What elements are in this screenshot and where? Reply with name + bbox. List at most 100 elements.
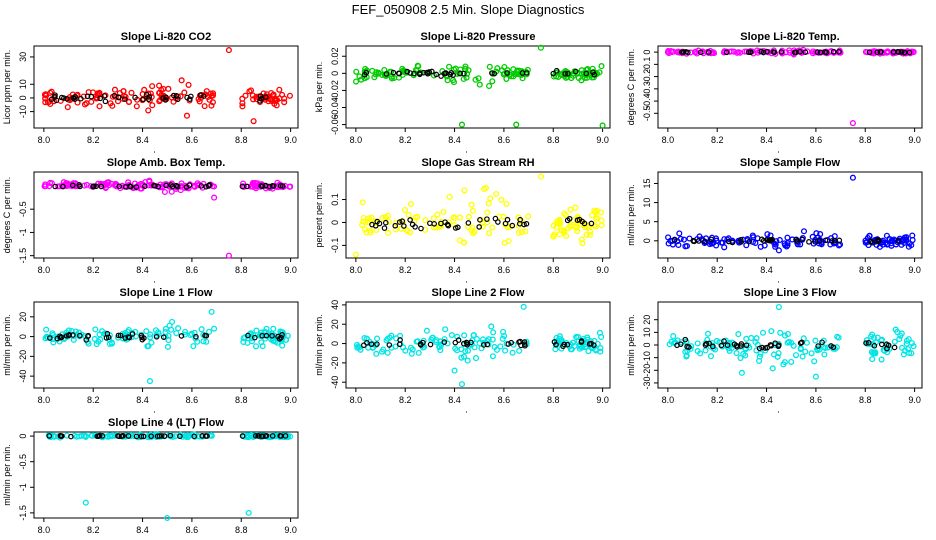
reference-point [734,344,740,350]
data-point [208,102,215,109]
data-point [279,329,286,336]
reference-point [871,342,878,349]
data-point [575,333,582,341]
data-point [190,343,197,350]
outlier-point [513,121,520,128]
reference-point [418,225,424,232]
data-point [442,326,449,333]
data-point [748,334,755,342]
reference-point [97,95,103,102]
data-point [666,341,673,348]
reference-point [184,94,190,101]
reference-point [674,342,680,349]
x-tick-label: 9.0 [284,525,297,535]
reference-point [203,332,210,339]
data-point [582,344,589,351]
reference-point [269,433,276,439]
data-point [145,107,152,114]
data-point [568,74,575,82]
x-tick-label: 8.2 [87,135,100,145]
reference-point [816,237,823,244]
data-point [869,356,876,363]
y-axis-label: ml/min per min. [626,314,636,376]
reference-point [77,332,83,339]
x-tick-label: 8.6 [186,395,199,405]
data-point [780,361,787,368]
reference-point [828,343,834,349]
panel-1: Slope Li-820 CO2 Licor ppm per min. 8.0 8.2… [2,31,299,153]
data-point [369,67,376,74]
data-point [128,334,135,341]
reference-point [464,340,471,346]
data-point [906,240,913,247]
data-point [175,325,182,332]
reference-point [115,433,121,439]
reference-point [143,91,150,98]
reference-point [738,239,744,245]
data-point [909,236,916,244]
y-tick-label: -30 [642,376,652,389]
reference-point [173,182,180,189]
reference-point [523,70,530,76]
data-point [400,67,407,74]
data-point [525,213,532,220]
reference-point [170,92,177,99]
data-point [557,338,564,345]
data-point [262,335,269,342]
reference-point [101,93,108,99]
data-point [185,433,192,440]
reference-point [239,433,246,439]
data-point [148,339,155,346]
data-point [504,67,511,74]
x-tick-label: 8.2 [399,265,412,275]
x-tick-label: 8.2 [711,265,724,275]
panel-title: Slope Amb. Box Temp. [107,157,226,169]
reference-point [133,184,140,190]
reference-point [438,220,444,227]
reference-point [263,94,269,100]
reference-point [747,49,754,56]
data-point [402,347,409,354]
data-point [777,329,784,336]
data-point [239,103,246,110]
panel-10: Slope Line 4 (LT) Flow ml/min per min. 8.0… [2,417,299,535]
reference-point [115,94,122,101]
y-tick-label: 30 [18,52,28,62]
data-point [203,88,210,95]
data-point [503,200,510,207]
data-point [462,63,469,70]
reference-point [523,220,530,227]
outlier-point [775,247,782,254]
data-point [585,348,592,355]
reference-point [244,183,250,190]
data-point [281,99,288,106]
data-point [743,335,750,342]
data-point [109,102,116,109]
outlier-point [245,509,252,516]
data-point [276,95,283,102]
outlier-point [208,308,215,315]
reference-point [836,48,842,55]
reference-point [69,182,76,189]
data-point [259,343,266,350]
data-point [475,75,482,82]
x-tick-label: 8.6 [498,265,511,275]
reference-point [70,95,77,101]
outlier-point [225,47,232,54]
data-point [551,231,558,238]
data-point [196,433,203,440]
data-point [491,343,498,351]
data-point [71,432,78,439]
reference-point [58,334,65,341]
data-point [96,331,103,338]
data-point [734,49,741,56]
data-point [360,218,367,225]
data-point [368,214,375,221]
data-point [82,432,89,439]
reference-point [684,343,690,350]
data-point [379,348,386,355]
y-tick-label: -20 [18,350,28,363]
reference-point [160,95,166,101]
reference-point [863,340,869,346]
